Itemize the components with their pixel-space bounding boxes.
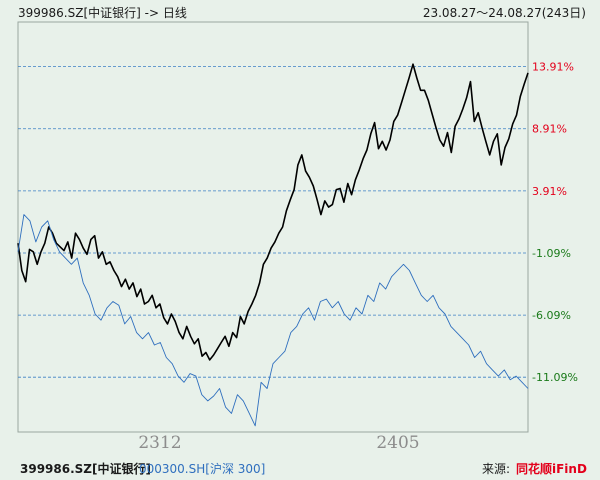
chart-title: 399986.SZ[中证银行] -> 日线	[18, 6, 187, 20]
chart-footer: 399986.SZ[中证银行] 000300.SH[沪深 300] 来源: 同花…	[0, 455, 600, 480]
y-tick-label: 8.91%	[532, 123, 567, 136]
y-tick-label: 3.91%	[532, 185, 567, 198]
source-label: 来源:	[482, 462, 511, 476]
series-line-primary	[17, 63, 529, 361]
y-tick-label: 13.91%	[532, 61, 574, 74]
series-line-secondary	[17, 214, 529, 427]
x-tick-label: 2405	[376, 433, 419, 453]
x-tick-label: 2312	[138, 433, 181, 453]
line-chart: 13.91% 8.91% 3.91% -1.09% -6.09% -11.09% 2312 2…	[17, 21, 578, 453]
legend-primary[interactable]: 399986.SZ[中证银行]	[20, 462, 151, 476]
label-layer: 13.91% 8.91% 3.91% -1.09% -6.09% -11.09% 2312 2…	[138, 61, 578, 453]
grid-layer	[18, 66, 528, 378]
brand-label: 同花顺iFinD	[516, 462, 587, 476]
series-layer	[17, 63, 529, 427]
y-tick-label: -1.09%	[532, 247, 571, 260]
date-range: 23.08.27～24.08.27(243日)	[422, 6, 586, 20]
chart-header: 399986.SZ[中证银行] -> 日线 23.08.27～24.08.27(…	[0, 0, 600, 22]
y-tick-label: -11.09%	[532, 371, 578, 384]
y-tick-label: -6.09%	[532, 309, 571, 322]
plot-frame	[17, 21, 529, 433]
legend-secondary[interactable]: 000300.SH[沪深 300]	[139, 462, 266, 476]
